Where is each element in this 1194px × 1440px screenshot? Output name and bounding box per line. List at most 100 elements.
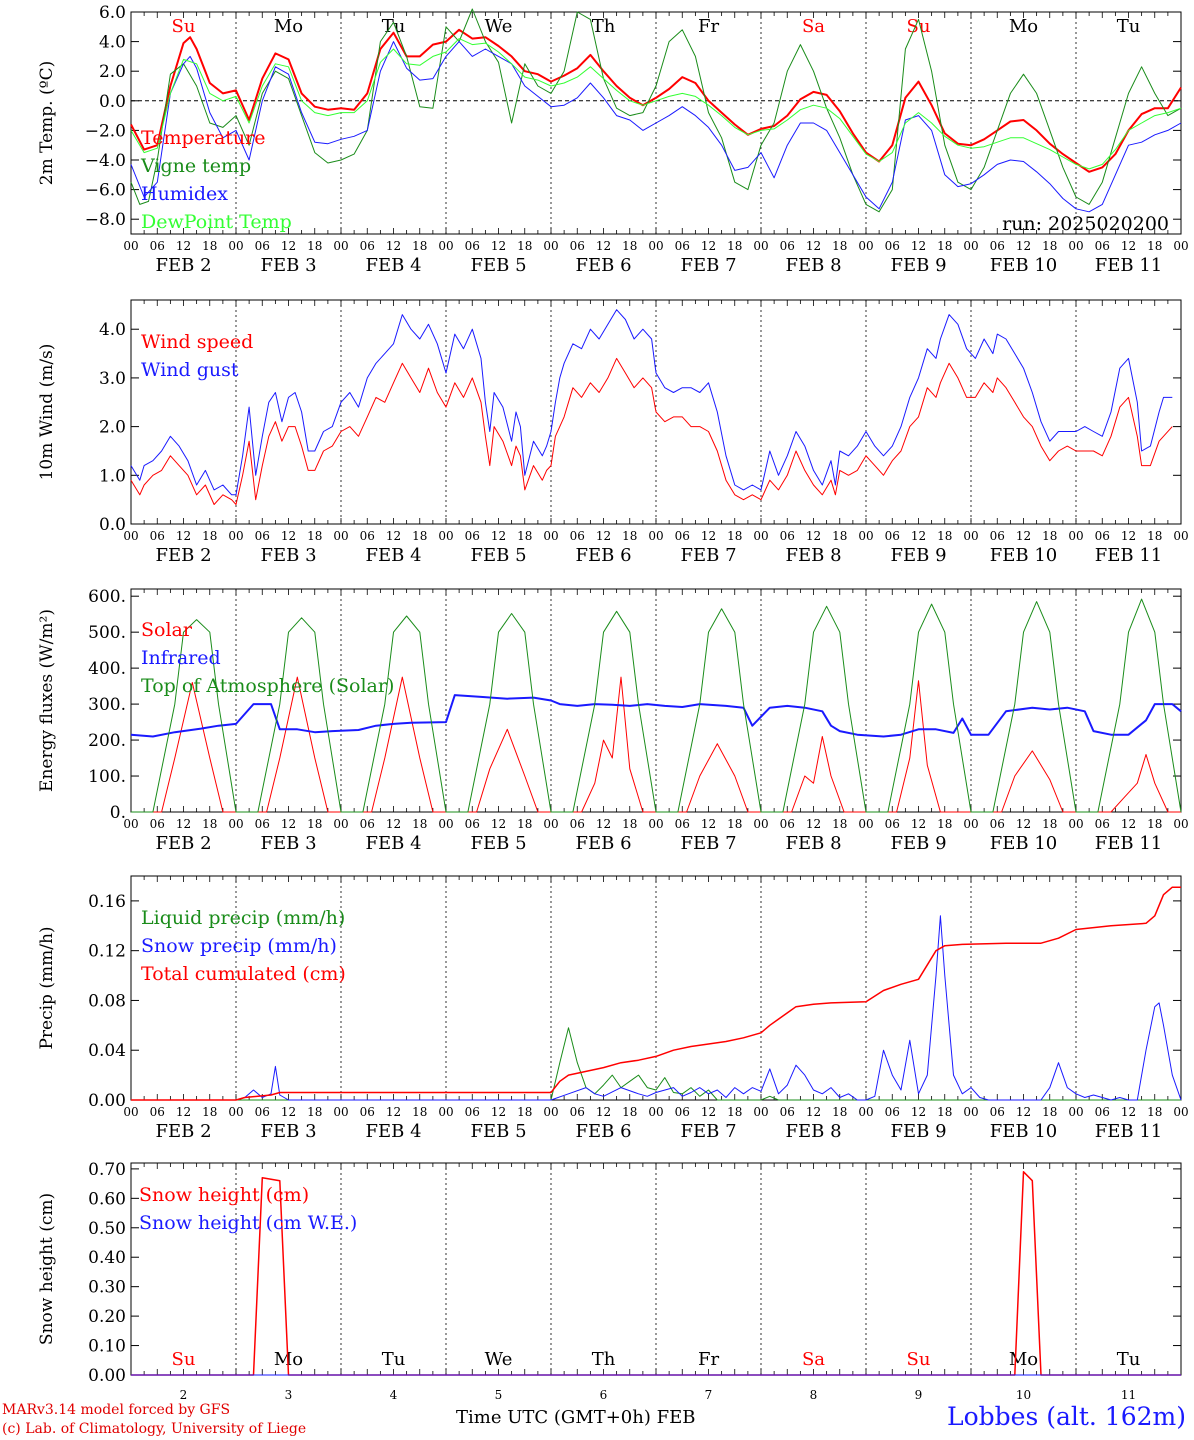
legend-entry: Liquid precip (mm/h) xyxy=(141,907,345,929)
legend-entry: Top of Atmosphere (Solar) xyxy=(141,675,394,697)
hour-tick-label: 18 xyxy=(517,817,532,831)
hour-tick-label: 12 xyxy=(806,529,821,543)
y-tick-label: 2.0 xyxy=(99,62,126,82)
hour-tick-label: 06 xyxy=(360,529,375,543)
hour-tick-label: 18 xyxy=(412,817,427,831)
weekday-label: Mo xyxy=(1009,16,1038,37)
y-tick-label: 0.40 xyxy=(88,1248,126,1268)
hour-tick-label: 00 xyxy=(1068,1105,1083,1119)
legend-entry: DewPoint Temp xyxy=(141,211,292,233)
series-line-2 xyxy=(130,309,1173,496)
y-tick-label: 500. xyxy=(88,623,126,643)
date-label: FEB 6 xyxy=(575,545,631,566)
hour-tick-label: 00 xyxy=(228,239,243,253)
hour-tick-label: 12 xyxy=(176,1105,191,1119)
hour-tick-label: 18 xyxy=(202,1105,217,1119)
y-tick-label: 0. xyxy=(110,803,126,823)
hour-tick-label: 00 xyxy=(963,817,978,831)
hour-tick-label: 18 xyxy=(1147,817,1162,831)
hour-tick-label: 00 xyxy=(858,1105,873,1119)
hour-tick-label: 12 xyxy=(281,529,296,543)
hour-tick-label: 06 xyxy=(570,529,585,543)
hour-tick-label: 00 xyxy=(858,529,873,543)
date-label: FEB 2 xyxy=(155,545,211,566)
hour-tick-label: 00 xyxy=(648,239,663,253)
series-line-1 xyxy=(131,1027,1181,1101)
day-number-label: 7 xyxy=(705,1388,713,1400)
hour-tick-label: 06 xyxy=(360,239,375,253)
hour-tick-label: 06 xyxy=(465,817,480,831)
y-tick-label: 0.04 xyxy=(88,1041,126,1061)
y-tick-label: −6.0 xyxy=(85,181,126,201)
hour-tick-label: 06 xyxy=(255,817,270,831)
hour-tick-label: 18 xyxy=(1147,529,1162,543)
hour-tick-label: 18 xyxy=(1147,1105,1162,1119)
legend-entry: Humidex xyxy=(141,183,228,205)
hour-tick-label: 18 xyxy=(832,817,847,831)
hour-tick-label: 12 xyxy=(386,1105,401,1119)
hour-tick-label: 12 xyxy=(386,529,401,543)
y-tick-label: 0.0 xyxy=(99,92,126,112)
hour-tick-label: 00 xyxy=(648,817,663,831)
hour-tick-label: 18 xyxy=(832,1105,847,1119)
hour-tick-label: 12 xyxy=(386,239,401,253)
y-tick-label: −4.0 xyxy=(85,151,126,171)
series-line-4 xyxy=(130,38,1182,170)
y-tick-label: 0.30 xyxy=(88,1278,126,1298)
hour-tick-label: 18 xyxy=(1147,239,1162,253)
date-label: FEB 5 xyxy=(470,833,526,854)
hour-tick-label: 12 xyxy=(911,1105,926,1119)
y-tick-label: 0.16 xyxy=(88,892,126,912)
hour-tick-label: 12 xyxy=(596,1105,611,1119)
series-line-1 xyxy=(130,28,1182,173)
date-label: FEB 4 xyxy=(365,1121,421,1142)
legend-entry: Infrared xyxy=(141,647,221,669)
y-tick-label: 0.0 xyxy=(99,515,126,535)
legend-entry: Snow precip (mm/h) xyxy=(141,935,337,957)
hour-tick-label: 00 xyxy=(228,817,243,831)
hour-tick-label: 18 xyxy=(727,239,742,253)
weekday-label: Fr xyxy=(698,1349,719,1370)
hour-tick-label: 12 xyxy=(806,1105,821,1119)
day-number-label: 3 xyxy=(285,1388,293,1400)
date-label: FEB 5 xyxy=(470,1121,526,1142)
hour-tick-label: 18 xyxy=(622,817,637,831)
hour-tick-label: 06 xyxy=(885,1105,900,1119)
station-title: Lobbes (alt. 162m) xyxy=(946,1402,1186,1431)
hour-tick-label: 00 xyxy=(438,529,453,543)
model-credit-line2: (c) Lab. of Climatology, University of L… xyxy=(2,1421,307,1437)
y-axis-label: 2m Temp. (ºC) xyxy=(37,61,57,186)
hour-tick-label: 00 xyxy=(438,1105,453,1119)
date-label: FEB 5 xyxy=(470,545,526,566)
y-tick-label: 0.08 xyxy=(88,991,126,1011)
hour-tick-label: 12 xyxy=(281,239,296,253)
hour-tick-label: 00 xyxy=(123,817,138,831)
time-axis-label: Time UTC (GMT+0h) FEB xyxy=(456,1407,695,1428)
hour-tick-label: 18 xyxy=(937,1105,952,1119)
hour-tick-label: 06 xyxy=(570,239,585,253)
y-tick-label: 0.20 xyxy=(88,1307,126,1327)
hour-tick-label: 00 xyxy=(333,529,348,543)
hour-tick-label: 12 xyxy=(176,529,191,543)
hour-tick-label: 06 xyxy=(885,817,900,831)
hour-tick-label: 00 xyxy=(438,239,453,253)
hour-tick-label: 00 xyxy=(1068,529,1083,543)
hour-tick-label: 06 xyxy=(990,239,1005,253)
hour-tick-label: 12 xyxy=(386,817,401,831)
date-label: FEB 10 xyxy=(990,1121,1057,1142)
y-tick-label: 100. xyxy=(88,767,126,787)
hour-tick-label: 18 xyxy=(307,1105,322,1119)
hour-tick-label: 06 xyxy=(150,1105,165,1119)
legend-entry: Temperature xyxy=(141,127,265,149)
date-label: FEB 6 xyxy=(575,255,631,276)
hour-tick-label: 00 xyxy=(228,529,243,543)
y-axis-label: Energy fluxes (W/m²) xyxy=(37,609,57,792)
y-tick-label: −2.0 xyxy=(85,121,126,141)
legend-entry: Vigne temp xyxy=(140,155,251,177)
hour-tick-label: 18 xyxy=(832,239,847,253)
hour-tick-label: 06 xyxy=(255,529,270,543)
date-label: FEB 8 xyxy=(785,1121,841,1142)
hour-tick-label: 06 xyxy=(360,1105,375,1119)
hour-tick-label: 12 xyxy=(596,529,611,543)
hour-tick-label: 06 xyxy=(885,239,900,253)
